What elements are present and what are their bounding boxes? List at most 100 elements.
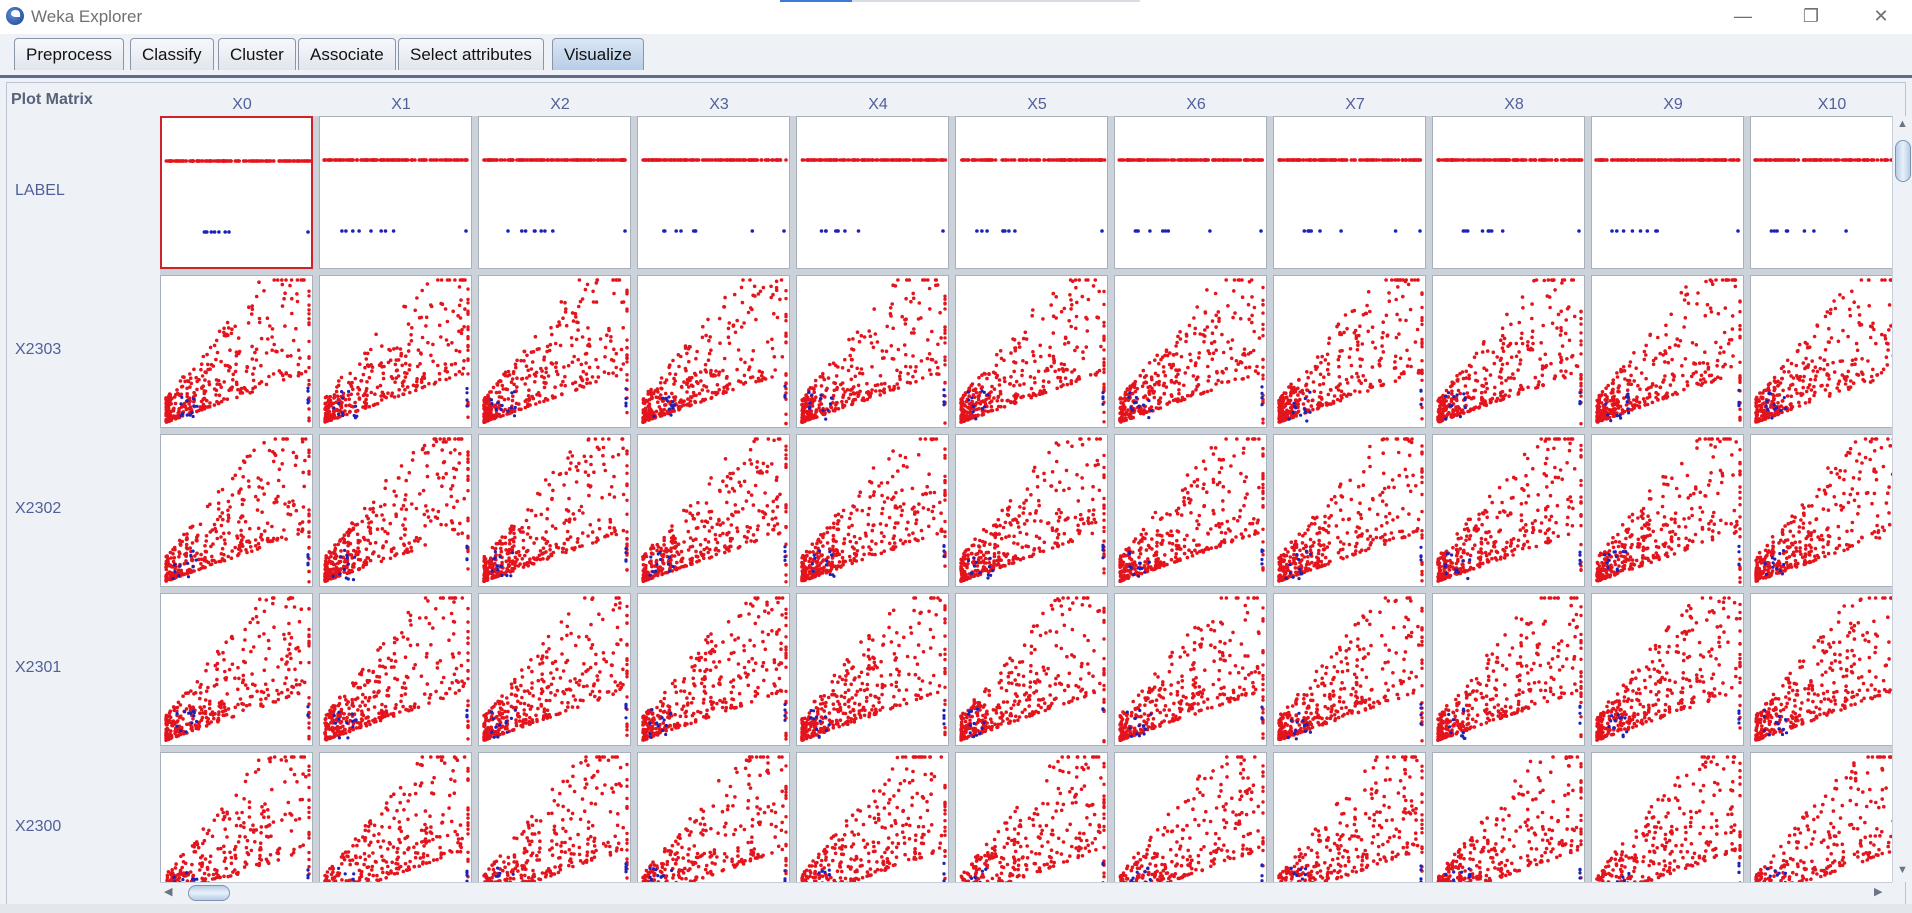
data-point [570, 158, 575, 162]
data-point [1158, 400, 1162, 404]
scatter-cell-label-x0[interactable] [160, 116, 313, 269]
data-point [281, 378, 286, 382]
scatter-cell-label-x7[interactable] [1273, 116, 1426, 269]
data-point [983, 405, 987, 409]
data-point [756, 292, 761, 296]
data-point [1074, 314, 1079, 319]
data-point [583, 287, 588, 292]
scatter-cell-label-x4[interactable] [796, 116, 949, 269]
data-point [205, 352, 209, 357]
data-point [506, 229, 510, 233]
data-point [562, 365, 566, 369]
scatter-cell-x2303-x6[interactable] [1114, 275, 1267, 428]
data-point [234, 354, 239, 358]
data-point [259, 336, 264, 341]
data-point [1413, 340, 1418, 344]
tab-visualize[interactable]: Visualize [552, 38, 644, 70]
data-point [686, 385, 691, 389]
data-point [307, 339, 311, 344]
plot-matrix-viewport[interactable] [160, 116, 1892, 882]
data-point [1370, 158, 1375, 162]
data-point [1260, 403, 1264, 407]
scatter-cell-label-x6[interactable] [1114, 116, 1267, 269]
scatter-cell-label-x3[interactable] [637, 116, 790, 269]
data-point [1031, 350, 1035, 354]
data-point [1085, 317, 1089, 321]
data-point [1056, 158, 1061, 162]
data-point [1332, 394, 1337, 398]
data-point [460, 328, 464, 332]
data-point [533, 334, 538, 339]
data-point [692, 393, 696, 398]
data-point [511, 370, 516, 374]
data-point [379, 229, 383, 233]
scatter-cell-x2303-x1[interactable] [319, 275, 472, 428]
data-point [882, 390, 887, 395]
tab-cluster[interactable]: Cluster [218, 38, 296, 70]
data-point [608, 158, 613, 162]
data-point [1337, 158, 1341, 162]
close-button[interactable]: ✕ [1873, 6, 1889, 26]
minimize-button[interactable]: — [1734, 6, 1752, 26]
data-point [1005, 398, 1009, 403]
data-point [1549, 361, 1553, 366]
scatter-cell-x2303-x8[interactable] [1432, 275, 1585, 428]
data-point [885, 324, 889, 329]
data-point [254, 294, 259, 299]
scatter-cell-label-x5[interactable] [955, 116, 1108, 269]
data-point [1467, 409, 1471, 414]
scatter-cell-label-x9[interactable] [1591, 116, 1744, 269]
data-point [689, 383, 694, 387]
scatter-cell-label-x8[interactable] [1432, 116, 1585, 269]
data-point [1537, 380, 1541, 384]
tab-preprocess[interactable]: Preprocess [14, 38, 124, 70]
data-point [1554, 158, 1558, 162]
scatter-cell-x2303-x4[interactable] [796, 275, 949, 428]
restore-button[interactable]: ❐ [1802, 6, 1820, 26]
data-point [1051, 354, 1056, 359]
data-point [248, 391, 252, 395]
data-point [1209, 341, 1214, 345]
scatter-cell-x2303-x2[interactable] [478, 275, 631, 428]
data-point [1054, 158, 1058, 162]
data-point [943, 307, 947, 311]
scatter-cell-label-x2[interactable] [478, 116, 631, 269]
data-point [974, 390, 979, 395]
data-point [563, 383, 567, 388]
data-point [1329, 388, 1333, 392]
data-point [168, 413, 173, 417]
data-point [1381, 320, 1385, 324]
scatter-cell-x2303-x0[interactable] [160, 275, 313, 428]
data-point [503, 373, 507, 378]
data-point [341, 396, 345, 400]
data-point [306, 398, 310, 402]
scatter-cell-label-x1[interactable] [319, 116, 472, 269]
data-point [1174, 368, 1178, 372]
data-point [603, 355, 607, 359]
data-point [1192, 316, 1196, 320]
data-point [307, 303, 311, 307]
data-point [1335, 324, 1339, 329]
tab-classify[interactable]: Classify [130, 38, 214, 70]
data-point [1382, 158, 1387, 162]
data-point [1002, 358, 1006, 363]
data-point [180, 384, 185, 389]
data-point [739, 357, 743, 362]
data-point [515, 358, 519, 363]
scatter-cell-label-x10[interactable] [1750, 116, 1892, 269]
tab-select-attributes[interactable]: Select attributes [398, 38, 544, 70]
data-point [295, 278, 300, 282]
scatter-cell-x2303-x7[interactable] [1273, 275, 1426, 428]
scatter-cell-x2303-x5[interactable] [955, 275, 1108, 428]
data-point [675, 158, 679, 162]
data-point [1069, 381, 1073, 386]
data-point [1559, 309, 1563, 314]
data-point [219, 385, 223, 389]
data-point [466, 327, 470, 332]
tab-associate[interactable]: Associate [298, 38, 396, 70]
data-point [671, 358, 675, 363]
data-point [429, 304, 434, 309]
data-point [673, 395, 678, 399]
data-point [207, 380, 211, 384]
scatter-cell-x2303-x3[interactable] [637, 275, 790, 428]
